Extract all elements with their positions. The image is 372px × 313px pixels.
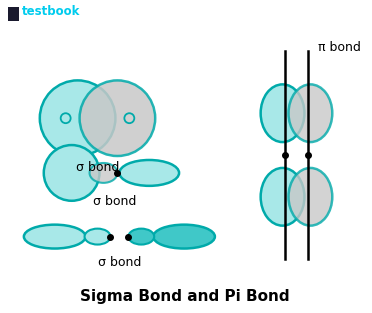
Text: π bond: π bond bbox=[318, 41, 361, 54]
Ellipse shape bbox=[153, 225, 215, 249]
Ellipse shape bbox=[289, 168, 332, 226]
Ellipse shape bbox=[119, 160, 179, 186]
Ellipse shape bbox=[261, 168, 304, 226]
Ellipse shape bbox=[289, 85, 332, 142]
Text: σ bond: σ bond bbox=[76, 161, 119, 174]
Circle shape bbox=[44, 145, 99, 201]
Text: σ bond: σ bond bbox=[98, 256, 141, 269]
Ellipse shape bbox=[128, 228, 154, 244]
Ellipse shape bbox=[84, 228, 110, 244]
Text: Sigma Bond and Pi Bond: Sigma Bond and Pi Bond bbox=[80, 289, 290, 304]
Text: σ bond: σ bond bbox=[93, 195, 136, 208]
Circle shape bbox=[40, 80, 115, 156]
Ellipse shape bbox=[90, 163, 118, 183]
Circle shape bbox=[80, 80, 155, 156]
Ellipse shape bbox=[24, 225, 86, 249]
Text: testbook: testbook bbox=[22, 5, 80, 18]
Ellipse shape bbox=[261, 85, 304, 142]
FancyBboxPatch shape bbox=[8, 7, 19, 21]
